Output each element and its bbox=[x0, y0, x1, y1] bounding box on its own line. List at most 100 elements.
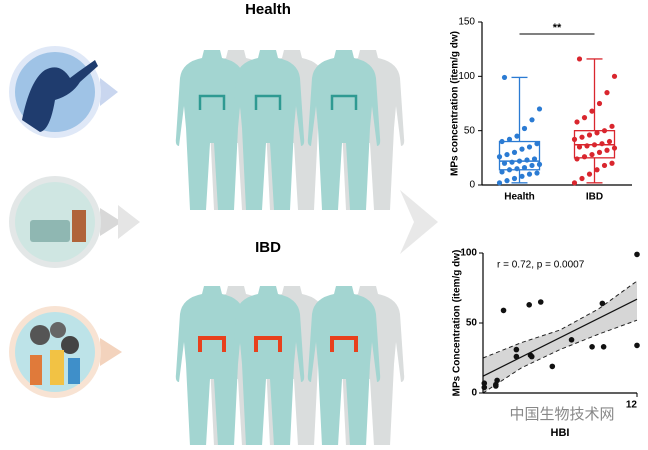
point bbox=[568, 337, 575, 343]
point bbox=[499, 169, 505, 175]
arrows bbox=[118, 190, 438, 254]
point bbox=[574, 119, 580, 125]
point bbox=[493, 383, 499, 389]
y-tick-label: 100 bbox=[460, 248, 477, 259]
point bbox=[526, 302, 532, 308]
point bbox=[589, 344, 595, 350]
x-tick-label: Health bbox=[504, 192, 535, 203]
point bbox=[526, 144, 533, 150]
point bbox=[601, 162, 608, 169]
point bbox=[606, 138, 613, 145]
point bbox=[599, 141, 605, 147]
point bbox=[586, 171, 593, 177]
point bbox=[600, 344, 607, 350]
sources bbox=[9, 46, 122, 398]
confidence-band bbox=[483, 281, 637, 393]
point bbox=[534, 141, 540, 147]
point bbox=[581, 154, 588, 160]
point bbox=[536, 161, 543, 167]
point bbox=[576, 144, 583, 150]
point bbox=[611, 73, 618, 79]
health-label: Health bbox=[245, 1, 291, 18]
y-tick-label: 0 bbox=[469, 180, 475, 191]
ibd-label: IBD bbox=[255, 239, 281, 256]
point bbox=[500, 307, 507, 314]
point bbox=[513, 353, 520, 360]
point bbox=[514, 133, 520, 139]
point bbox=[519, 146, 525, 152]
point bbox=[529, 162, 535, 169]
point bbox=[576, 56, 583, 62]
point bbox=[611, 145, 618, 151]
watermark: 中国生物技术网 bbox=[509, 406, 614, 423]
point bbox=[599, 300, 606, 307]
point bbox=[536, 106, 543, 112]
point bbox=[534, 170, 540, 176]
point bbox=[594, 130, 600, 136]
y-tick-label: 0 bbox=[471, 388, 477, 399]
point bbox=[511, 175, 518, 182]
point bbox=[524, 157, 530, 163]
point bbox=[501, 74, 508, 81]
point bbox=[499, 138, 505, 145]
point bbox=[634, 251, 640, 258]
fit-line bbox=[482, 298, 638, 377]
y-axis-label: MPs concentration (item/g dw) bbox=[450, 31, 461, 176]
x-tick-label: IBD bbox=[586, 192, 603, 203]
point bbox=[634, 342, 640, 349]
point bbox=[504, 178, 510, 184]
point bbox=[516, 158, 523, 164]
y-tick-label: 50 bbox=[466, 318, 478, 329]
y-tick-label: 50 bbox=[464, 125, 476, 136]
point bbox=[574, 156, 580, 162]
point bbox=[506, 167, 513, 173]
point bbox=[589, 151, 595, 158]
point bbox=[481, 380, 488, 387]
y-tick-label: 100 bbox=[458, 71, 475, 82]
y-tick-label: 150 bbox=[458, 17, 475, 28]
point bbox=[526, 171, 533, 177]
x-axis-label: HBI bbox=[551, 427, 570, 439]
point bbox=[571, 136, 578, 142]
point bbox=[594, 167, 600, 173]
ibd-bodies bbox=[175, 286, 405, 446]
point bbox=[514, 166, 520, 172]
point bbox=[509, 159, 515, 165]
confidence-line bbox=[482, 280, 638, 359]
point bbox=[496, 180, 503, 186]
point bbox=[521, 165, 528, 171]
point bbox=[531, 156, 538, 162]
point bbox=[604, 147, 610, 153]
point bbox=[579, 134, 585, 140]
confidence-line bbox=[482, 319, 638, 394]
point bbox=[513, 346, 520, 353]
point bbox=[537, 299, 544, 305]
point bbox=[604, 90, 610, 96]
point bbox=[521, 125, 528, 132]
point bbox=[596, 149, 603, 155]
point bbox=[591, 142, 598, 148]
x-tick-label: 12 bbox=[626, 400, 638, 411]
point bbox=[601, 128, 608, 134]
point bbox=[504, 151, 510, 158]
point bbox=[579, 175, 585, 182]
significance: ** bbox=[553, 22, 562, 34]
point bbox=[596, 100, 603, 107]
point bbox=[496, 154, 503, 160]
health-bodies bbox=[175, 50, 405, 210]
point bbox=[481, 384, 488, 391]
y-axis-label: MPs Concentration (item/g dw) bbox=[452, 250, 463, 397]
point bbox=[586, 132, 593, 138]
point bbox=[529, 117, 535, 123]
point bbox=[519, 173, 525, 179]
point bbox=[494, 377, 500, 384]
point bbox=[571, 180, 578, 186]
annotation: r = 0.72, p = 0.0007 bbox=[497, 260, 585, 271]
point bbox=[584, 143, 590, 149]
point bbox=[549, 363, 556, 370]
point bbox=[501, 160, 508, 166]
point bbox=[609, 123, 615, 129]
point bbox=[511, 149, 518, 155]
point bbox=[528, 353, 535, 360]
